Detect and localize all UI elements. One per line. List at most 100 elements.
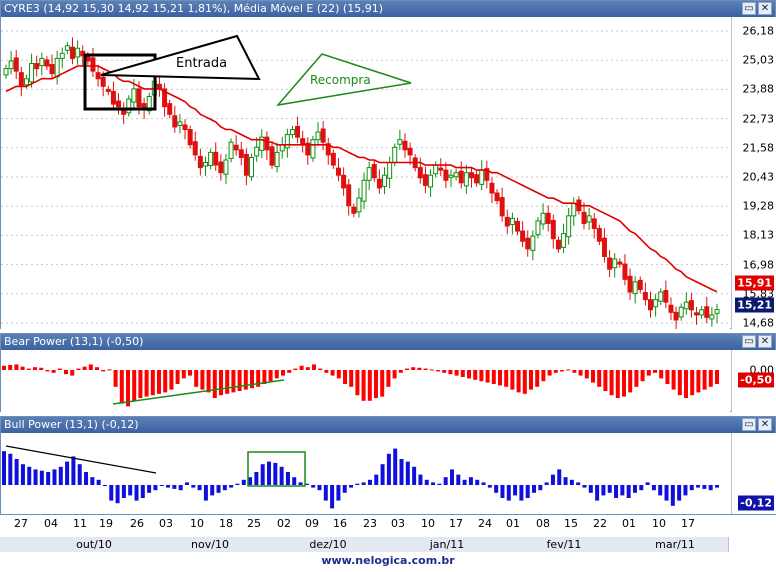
bull-power-bar [27, 466, 32, 485]
candle-body [571, 202, 577, 217]
candle-body [678, 306, 684, 318]
bear-power-bar [696, 370, 701, 393]
close-button[interactable]: ✕ [758, 2, 772, 15]
day-tick-label: 16 [333, 517, 347, 530]
bear-power-bar [386, 370, 391, 387]
bull-power-panel: Bull Power (13,1) (-0,12) ▭ ✕ -0,12 [0, 416, 776, 515]
bull-power-bar [317, 485, 322, 491]
candle-body [417, 167, 423, 179]
bull-power-bar [506, 485, 511, 501]
bull-power-bar [77, 464, 82, 485]
bull-power-bar [292, 477, 297, 485]
day-tick-label: 04 [44, 517, 58, 530]
candle-body [136, 88, 142, 108]
price-panel-titlebar[interactable]: CYRE3 (14,92 15,30 14,92 15,21 1,81%), M… [1, 1, 775, 17]
bear-power-bar [225, 370, 230, 394]
bear-power-value: (-0,50) [106, 335, 144, 348]
bull-power-bar [538, 485, 543, 491]
restore-button[interactable]: ▭ [742, 335, 756, 348]
footer-link[interactable]: www.nelogica.com.br [321, 554, 455, 567]
bull-power-bar [651, 485, 656, 491]
candle-body [274, 151, 280, 168]
candle-body [453, 172, 459, 178]
bear-power-bar [367, 370, 372, 401]
bull-power-bar [109, 485, 114, 501]
candle-body [269, 146, 275, 166]
bear-power-bar [237, 370, 242, 391]
candle-body [361, 179, 367, 202]
price-tick: 14,68 [742, 316, 775, 330]
bear-power-bar [646, 370, 651, 376]
bear-power-bar [529, 370, 533, 390]
bear-power-bar [504, 370, 509, 387]
bull-power-bar [487, 485, 492, 488]
candle-body [356, 197, 362, 213]
close-button[interactable]: ✕ [758, 335, 772, 348]
candle-body [433, 164, 439, 175]
candle-body [382, 174, 388, 187]
day-tick-label: 15 [564, 517, 578, 530]
bear-power-bar [281, 370, 285, 376]
restore-button[interactable]: ▭ [742, 418, 756, 431]
recompra-callout [276, 53, 412, 107]
bear-power-bar [2, 365, 6, 370]
bear-power-bar [231, 370, 236, 393]
bear-power-bar [88, 364, 93, 370]
bull-power-bar [140, 485, 145, 498]
day-tick-label: 10 [652, 517, 666, 530]
bear-power-titlebar[interactable]: Bear Power (13,1) (-0,50) ▭ ✕ [1, 334, 775, 350]
bear-power-title: Bear Power (13,1) (-0,50) [4, 334, 143, 350]
bull-power-bar [46, 472, 51, 485]
candle-body [683, 301, 689, 310]
day-tick-label: 26 [130, 517, 144, 530]
bull-power-bar [449, 469, 454, 485]
day-tick-label: 11 [73, 517, 87, 530]
candle-body [126, 98, 132, 114]
bull-power-titlebar[interactable]: Bull Power (13,1) (-0,12) ▭ ✕ [1, 417, 775, 433]
price-value-tag: 15,21 [735, 297, 774, 313]
bull-power-bar [475, 479, 480, 485]
candle-body [259, 136, 265, 151]
bear-power-bar [150, 370, 155, 396]
restore-button[interactable]: ▭ [742, 2, 756, 15]
close-button[interactable]: ✕ [758, 418, 772, 431]
bull-power-bar [513, 485, 518, 496]
candle-body [392, 146, 398, 164]
recompra-label: Recompra [310, 73, 371, 87]
bull-power-bar [8, 453, 13, 485]
day-tick-label: 17 [449, 517, 463, 530]
candle-body [699, 309, 705, 316]
bear-power-plot[interactable] [1, 350, 730, 412]
bull-power-bar [229, 485, 234, 488]
bear-power-bar [324, 370, 329, 373]
candle-body [704, 306, 710, 318]
bull-power-bar [285, 472, 290, 485]
bear-power-bar [510, 370, 515, 390]
candle-body [648, 299, 654, 311]
time-axis[interactable]: 27 04 11 19 26 03 10 18 25 02 09 16 23 03 10 17 24 01 08 15… [0, 514, 776, 553]
candle-body [509, 217, 515, 225]
candle-body [535, 220, 541, 236]
candle-body [162, 88, 168, 108]
bear-power-bar [76, 368, 81, 370]
bull-power-bar [418, 474, 423, 485]
bull-power-plot[interactable] [1, 433, 730, 515]
bear-power-bar [212, 370, 217, 398]
candle-body [607, 257, 613, 270]
bull-power-bar [639, 485, 644, 491]
bull-power-bar [222, 485, 227, 491]
price-tick: 18,13 [742, 228, 775, 242]
candle-body [131, 88, 137, 103]
price-tick: 19,28 [742, 199, 775, 213]
month-label: jan/11 [388, 537, 507, 552]
bear-power-bar [175, 370, 180, 384]
bull-power-bar [632, 485, 637, 493]
bull-power-bar [203, 485, 208, 501]
price-plot[interactable]: Entrada Recompra [1, 17, 730, 329]
bull-power-bar [115, 485, 120, 504]
day-tick-label: 25 [247, 517, 261, 530]
candle-body [202, 162, 208, 167]
candle-body [714, 309, 720, 314]
day-tick-label: 23 [363, 517, 377, 530]
bear-power-bar [138, 370, 143, 398]
